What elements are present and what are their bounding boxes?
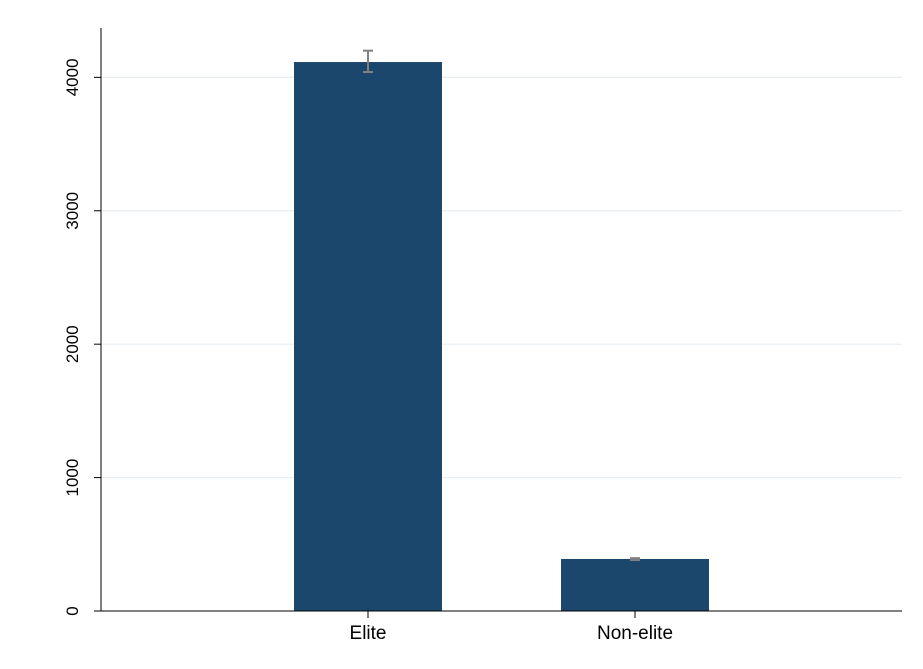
bars xyxy=(294,62,709,611)
y-tick-label: 0 xyxy=(63,606,82,615)
gridlines xyxy=(101,76,902,479)
bar-non-elite xyxy=(561,558,709,611)
error-bar xyxy=(363,49,373,74)
x-tick-label: Elite xyxy=(350,623,387,644)
x-ticks: Elite Non-elite xyxy=(350,611,673,644)
y-tick-label: 4000 xyxy=(63,58,82,96)
y-tick-label: 2000 xyxy=(63,325,82,363)
x-tick-label: Non-elite xyxy=(597,623,673,644)
error-bars xyxy=(363,49,640,562)
error-bar xyxy=(630,557,640,562)
bar-elite xyxy=(294,62,442,611)
y-tick-label: 1000 xyxy=(63,459,82,497)
y-tick-label: 3000 xyxy=(63,192,82,230)
y-ticks: 0 1000 2000 3000 4000 xyxy=(63,58,101,616)
